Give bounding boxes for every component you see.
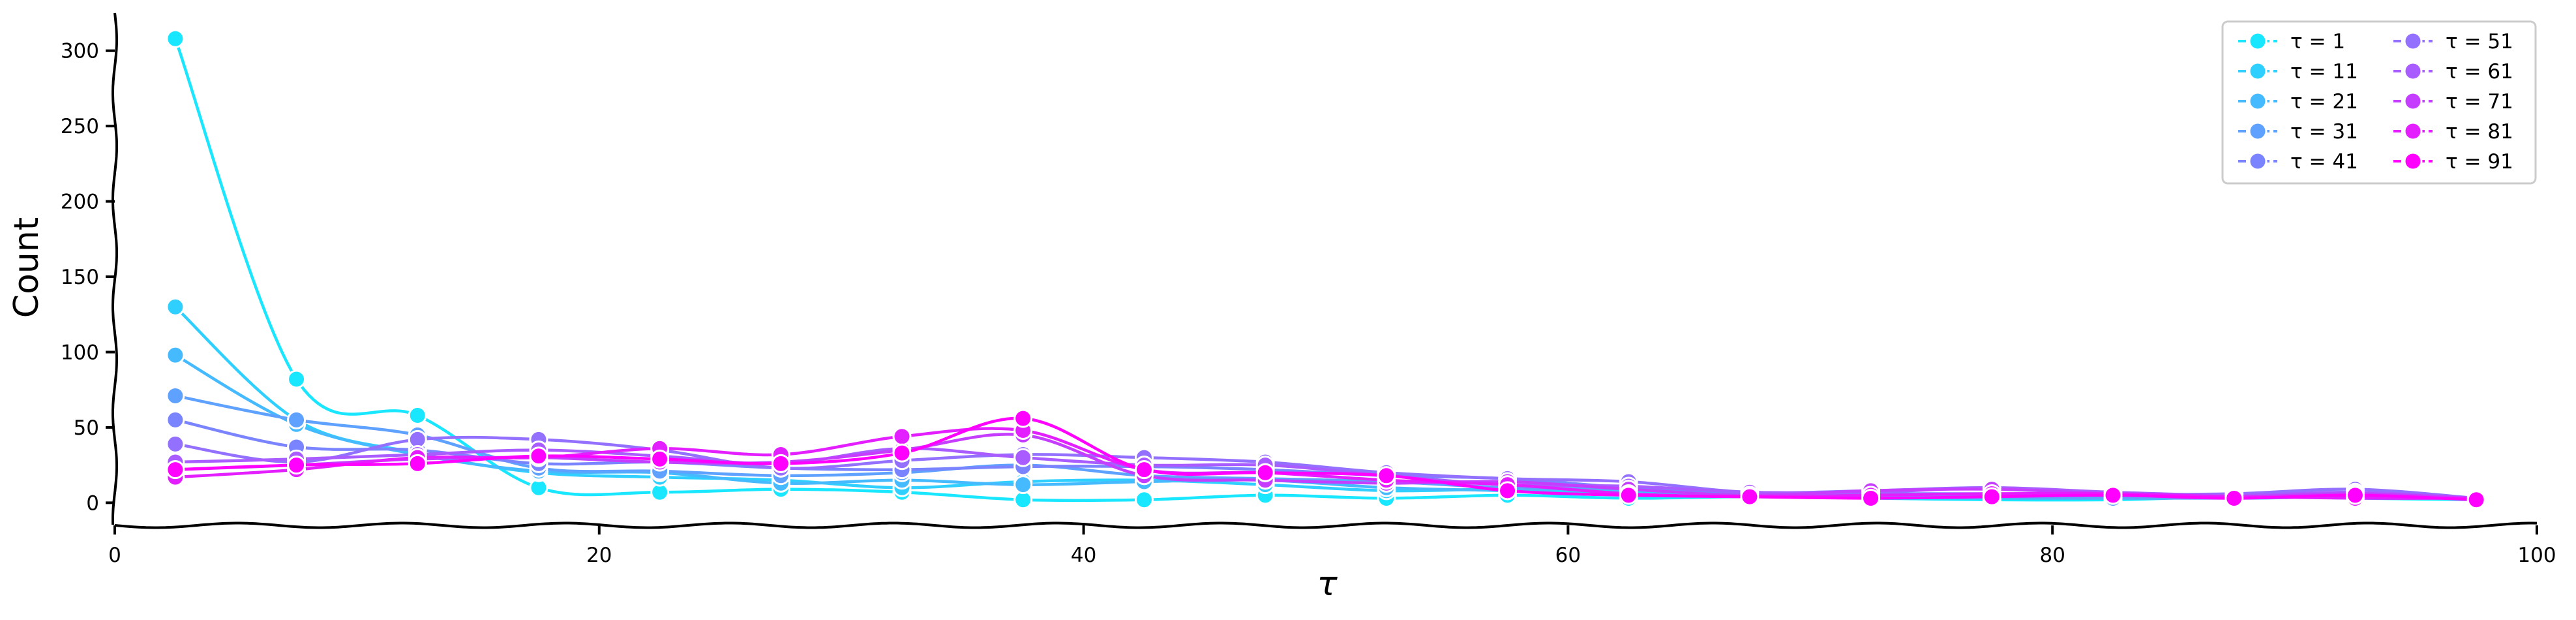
legend-marker (2403, 91, 2423, 111)
x-tick-label: 0 (108, 544, 121, 567)
y-axis-line (112, 12, 118, 525)
legend-item: τ = 61 (2393, 60, 2513, 84)
data-point (1255, 463, 1275, 482)
x-axis-line (114, 521, 2538, 529)
data-point (287, 369, 307, 389)
series-line (174, 354, 2477, 502)
data-point (287, 456, 307, 475)
data-point (166, 410, 185, 429)
x-tick-label: 80 (2039, 544, 2065, 567)
legend-label: τ = 21 (2290, 90, 2358, 114)
y-tick-label: 100 (61, 341, 99, 364)
y-tick-label: 0 (86, 491, 99, 515)
legend: τ = 1 τ = 11 τ = 21 τ = 31 τ = 41 τ = 51 τ = 6… (2221, 20, 2537, 185)
data-point (1982, 487, 2001, 506)
y-tick-label: 200 (61, 191, 99, 214)
data-point (892, 443, 912, 463)
data-point (2466, 490, 2486, 510)
x-axis-label: τ (1317, 565, 1338, 604)
legend-marker (2403, 121, 2423, 141)
legend-label: τ = 91 (2446, 150, 2513, 174)
legend-marker (2403, 151, 2423, 171)
data-point (1498, 481, 1518, 501)
legend-marker (2248, 121, 2268, 141)
legend-item: τ = 41 (2238, 150, 2358, 174)
series-line (173, 38, 2477, 503)
series-layer (166, 29, 2486, 510)
legend-marker (2248, 151, 2268, 171)
data-point (892, 427, 912, 446)
data-point (1013, 409, 1033, 428)
legend-label: τ = 31 (2290, 120, 2358, 144)
y-tick-label: 50 (74, 416, 99, 440)
legend-item: τ = 21 (2238, 90, 2358, 114)
legend-marker (2248, 91, 2268, 111)
legend-label: τ = 61 (2446, 60, 2513, 84)
data-point (771, 454, 790, 473)
data-point (1619, 486, 1638, 505)
series-group (166, 409, 2486, 510)
x-ticks: 0 20 40 60 80 100 (108, 525, 2556, 567)
data-point (166, 345, 185, 365)
legend-marker (2248, 31, 2268, 51)
y-axis-label: Count (7, 217, 46, 318)
data-point (2345, 486, 2365, 505)
x-tick-label: 60 (1555, 544, 1581, 567)
data-point (166, 386, 185, 405)
legend-label: τ = 51 (2446, 30, 2513, 54)
data-point (166, 460, 185, 480)
data-point (408, 405, 427, 425)
y-ticks: 0 50 100 150 200 250 300 (61, 40, 115, 515)
data-point (529, 446, 548, 466)
data-point (650, 449, 670, 469)
data-point (408, 454, 427, 473)
legend-item: τ = 1 (2238, 30, 2345, 54)
series-line (175, 394, 2477, 500)
data-point (1377, 466, 1396, 486)
y-tick-label: 300 (61, 40, 99, 63)
x-tick-label: 20 (586, 544, 612, 567)
legend-label: τ = 11 (2290, 60, 2358, 84)
data-point (1013, 475, 1033, 495)
x-tick-label: 40 (1071, 544, 1096, 567)
series-group (166, 345, 2486, 510)
series-group (166, 29, 2486, 510)
legend-label: τ = 1 (2290, 30, 2345, 54)
legend-marker (2248, 61, 2268, 81)
data-point (1013, 448, 1033, 467)
legend-label: τ = 41 (2290, 150, 2358, 174)
legend-label: τ = 81 (2446, 120, 2513, 144)
y-tick-label: 150 (61, 266, 99, 289)
legend-frame (2221, 20, 2537, 185)
legend-item: τ = 51 (2393, 30, 2513, 54)
data-point (2224, 488, 2244, 508)
data-point (1740, 487, 1760, 506)
legend-label: τ = 71 (2446, 90, 2513, 114)
legend-item: τ = 71 (2393, 90, 2513, 114)
legend-items: τ = 1 τ = 11 τ = 21 τ = 31 τ = 41 τ = 51 τ = 6… (2238, 30, 2513, 174)
series-line (175, 416, 2477, 502)
data-point (166, 434, 185, 454)
legend-marker (2403, 61, 2423, 81)
x-tick-label: 100 (2517, 544, 2556, 567)
legend-item: τ = 81 (2393, 120, 2513, 144)
data-point (1134, 460, 1154, 480)
legend-marker (2403, 31, 2423, 51)
legend-item: τ = 91 (2393, 150, 2513, 174)
series-line (175, 446, 2477, 500)
legend-item: τ = 11 (2238, 60, 2358, 84)
y-tick-label: 250 (61, 115, 99, 138)
data-point (1861, 488, 1881, 508)
data-point (1134, 490, 1154, 510)
legend-item: τ = 31 (2238, 120, 2358, 144)
data-point (287, 410, 307, 429)
data-point (2103, 486, 2123, 505)
data-point (166, 297, 185, 317)
axes: 0 50 100 150 200 250 300 0 20 40 60 80 100 (61, 12, 2556, 567)
data-point (166, 29, 185, 48)
